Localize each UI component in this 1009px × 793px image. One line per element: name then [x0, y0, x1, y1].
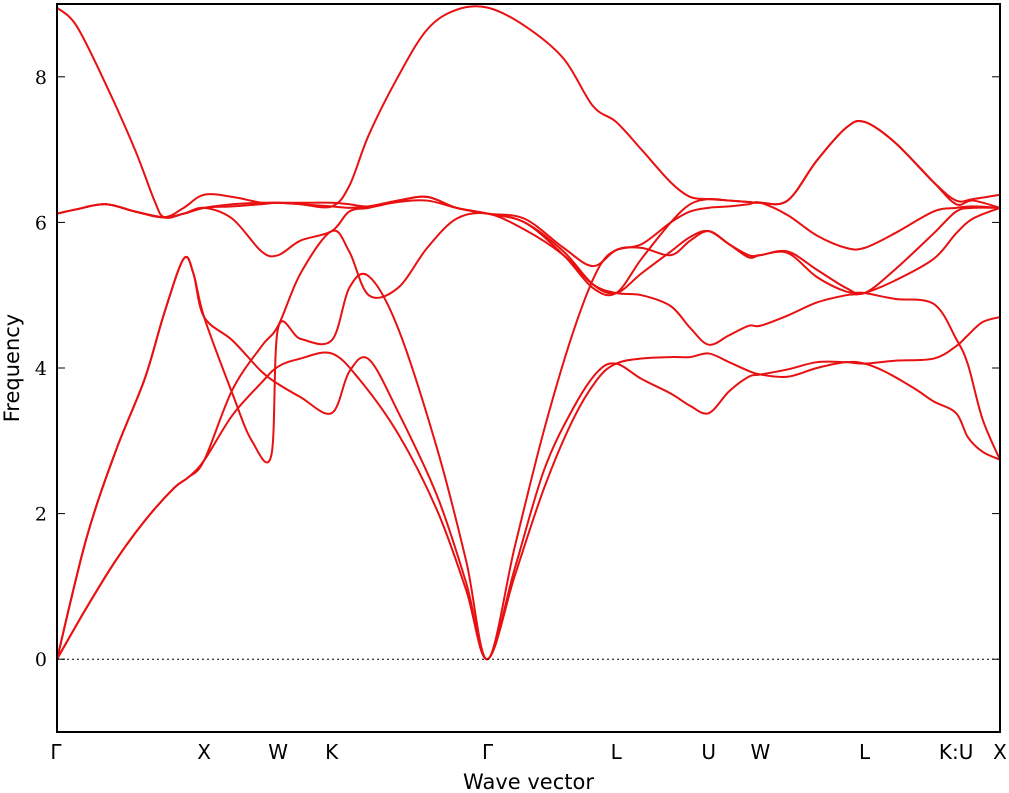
phonon-band-3	[56, 230, 1001, 661]
x-kpoint-label: X	[993, 740, 1007, 764]
y-axis-label: Frequency	[0, 314, 24, 423]
y-tick-label: 4	[35, 358, 47, 380]
plot-frame	[56, 3, 1001, 733]
x-kpoint-label: Γ	[482, 740, 494, 764]
y-tick-label: 8	[35, 67, 47, 89]
x-kpoint-label: K:U	[939, 740, 974, 764]
y-axis-ticks: 0 2 4 6 8	[35, 67, 1000, 671]
x-axis-ticks: Γ X W K Γ L U W L K:U X	[50, 740, 1007, 764]
x-axis-label: Wave vector	[463, 770, 594, 793]
x-kpoint-label: K	[325, 740, 339, 764]
x-kpoint-label: W	[268, 740, 288, 764]
phonon-band-4	[56, 206, 1001, 661]
band-lines	[56, 5, 1001, 661]
x-kpoint-label: L	[859, 740, 871, 764]
x-kpoint-label: W	[750, 740, 770, 764]
y-tick-label: 2	[35, 504, 47, 526]
x-kpoint-label: U	[701, 740, 716, 764]
y-tick-label: 0	[35, 649, 47, 671]
x-kpoint-label: L	[611, 740, 623, 764]
x-kpoint-label: Γ	[50, 740, 62, 764]
y-tick-label: 6	[35, 212, 47, 234]
phonon-band-5	[56, 199, 1001, 296]
phonon-band-1	[56, 351, 1001, 661]
phonon-band-8	[56, 5, 1001, 219]
x-kpoint-label: X	[197, 740, 211, 764]
phonon-band-2	[56, 255, 1001, 661]
